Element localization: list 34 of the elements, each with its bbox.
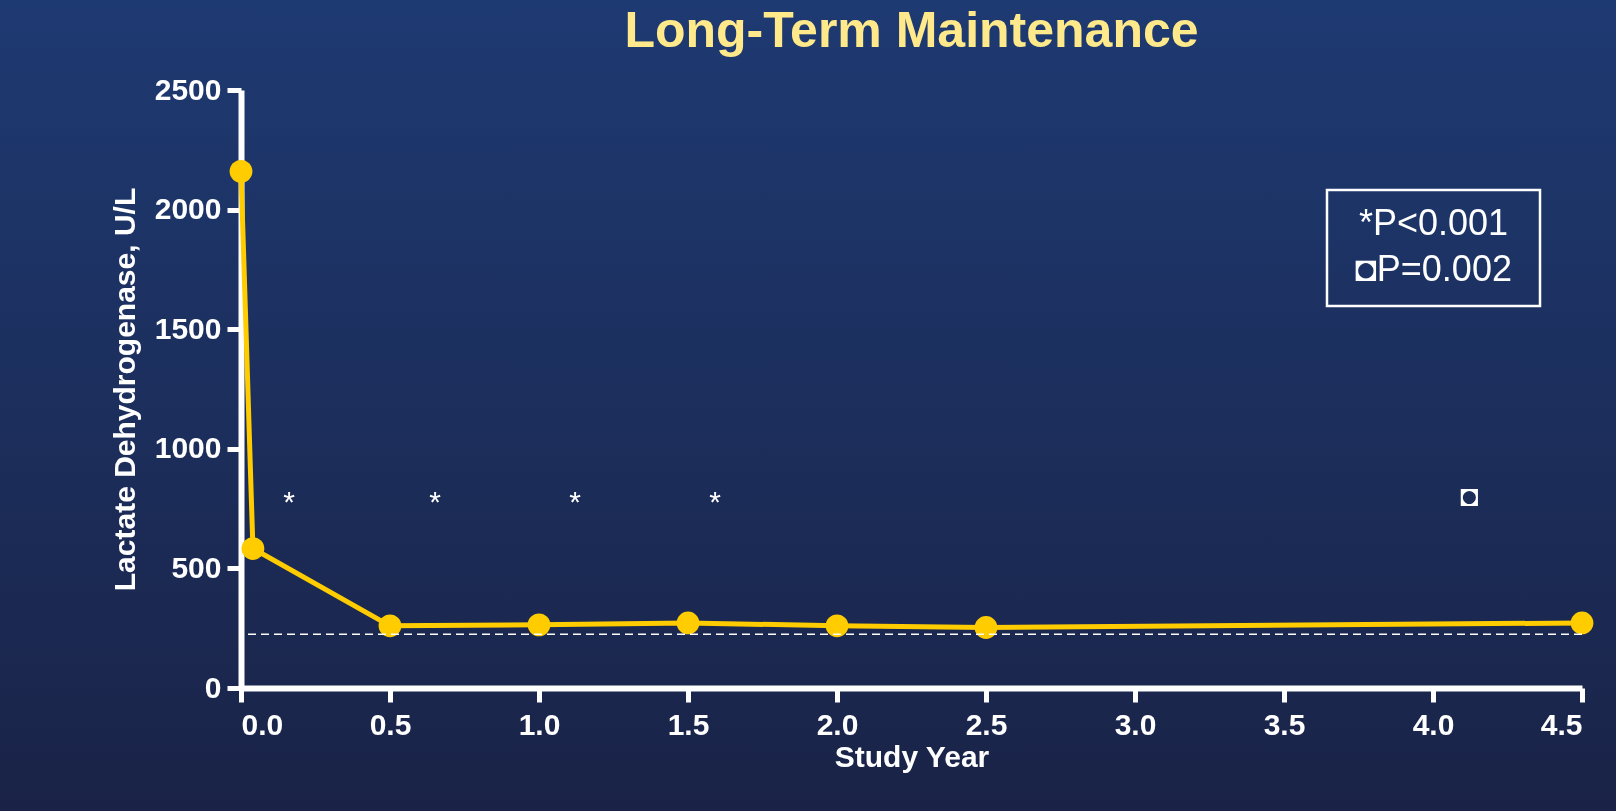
annotation: ◘	[1459, 478, 1479, 512]
x-tick-label: 4.5	[1540, 707, 1583, 741]
point	[825, 614, 849, 638]
x-tick-label: 0.5	[369, 707, 412, 741]
x-tick-label: 4.0	[1412, 707, 1455, 741]
y-tick-label: 2000	[154, 192, 222, 226]
annotation: ◘P=0.002	[1355, 248, 1512, 289]
chart-title: Long-Term Maintenance	[624, 2, 1199, 58]
annotation: *	[429, 484, 442, 518]
x-tick-label: 1.5	[667, 707, 710, 741]
annotation: *P<0.001	[1358, 202, 1509, 243]
x-tick-label: 0.0	[241, 707, 284, 741]
x-tick-label: 1.0	[518, 707, 561, 741]
y-tick-label: 2500	[154, 72, 222, 106]
y-tick-label: 500	[171, 550, 222, 584]
x-tick-label: 2.0	[816, 707, 859, 741]
point	[1570, 611, 1594, 635]
annotation: *	[569, 484, 582, 518]
annotation: *	[283, 484, 296, 518]
y-tick-label: 1500	[154, 311, 222, 345]
point	[241, 537, 265, 560]
point	[229, 159, 253, 183]
x-axis-title: Study Year	[834, 739, 990, 773]
point	[676, 611, 700, 635]
y-tick-label: 1000	[154, 431, 222, 465]
point	[527, 613, 551, 637]
point	[378, 614, 402, 638]
x-tick-label: 3.0	[1114, 707, 1157, 741]
point	[974, 616, 998, 639]
x-tick-label: 3.5	[1263, 707, 1306, 741]
y-tick-label: 0	[204, 670, 222, 704]
annotation: *	[709, 484, 722, 518]
y-axis-title: Lactate Dehydrogenase, U/L	[107, 187, 141, 592]
x-tick-label: 2.5	[965, 707, 1008, 741]
